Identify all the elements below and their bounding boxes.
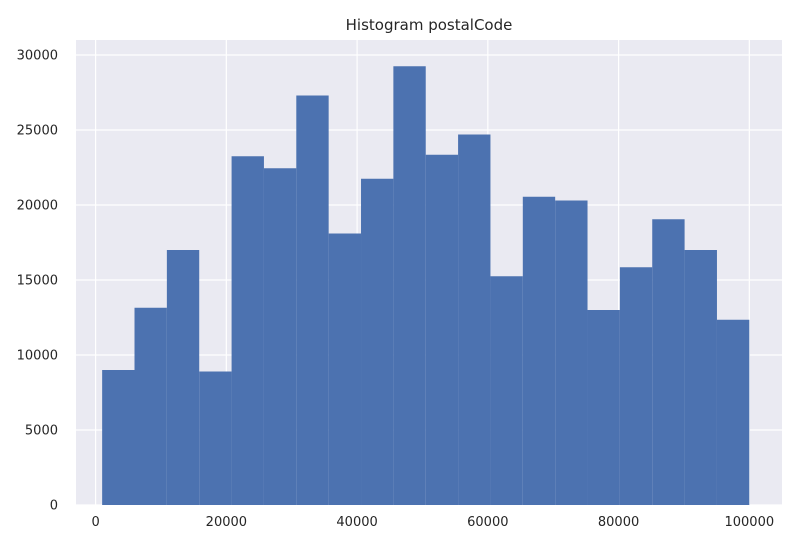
bars <box>102 66 750 505</box>
x-tick-label: 0 <box>91 515 99 530</box>
x-tick-label: 100000 <box>724 515 774 530</box>
histogram-bar <box>425 154 459 505</box>
x-axis-ticks: 0 20000 40000 60000 80000 100000 <box>91 515 774 530</box>
x-tick-label: 20000 <box>206 515 247 530</box>
histogram-bar <box>716 319 750 505</box>
histogram-bar <box>490 276 523 505</box>
y-tick-label: 10000 <box>17 349 58 364</box>
histogram-bar <box>296 95 329 505</box>
histogram-bar <box>263 168 297 505</box>
y-tick-label: 30000 <box>17 49 58 64</box>
histogram-bar <box>619 267 653 505</box>
y-axis-ticks: 0 5000 10000 15000 20000 25000 30000 <box>17 49 58 514</box>
y-tick-label: 25000 <box>17 124 58 139</box>
y-tick-label: 0 <box>50 499 58 514</box>
histogram-bar <box>166 250 200 505</box>
histogram-bar <box>134 307 167 505</box>
histogram-bar <box>458 134 491 505</box>
histogram-bar <box>684 250 717 505</box>
histogram-bar <box>652 219 685 505</box>
y-tick-label: 5000 <box>25 424 58 439</box>
histogram-bar <box>393 66 426 505</box>
y-tick-label: 15000 <box>17 274 58 289</box>
x-tick-label: 60000 <box>467 515 508 530</box>
y-tick-label: 20000 <box>17 199 58 214</box>
histogram-bar <box>555 200 588 505</box>
histogram-bar <box>328 233 362 505</box>
histogram-bar <box>102 370 135 505</box>
x-tick-label: 40000 <box>336 515 377 530</box>
histogram-bar <box>361 178 394 505</box>
histogram-bar <box>231 156 264 505</box>
histogram-bar <box>522 196 556 505</box>
histogram-bar <box>587 310 620 505</box>
histogram-bar <box>199 371 232 505</box>
chart-title: Histogram postalCode <box>346 16 513 34</box>
x-tick-label: 80000 <box>598 515 639 530</box>
